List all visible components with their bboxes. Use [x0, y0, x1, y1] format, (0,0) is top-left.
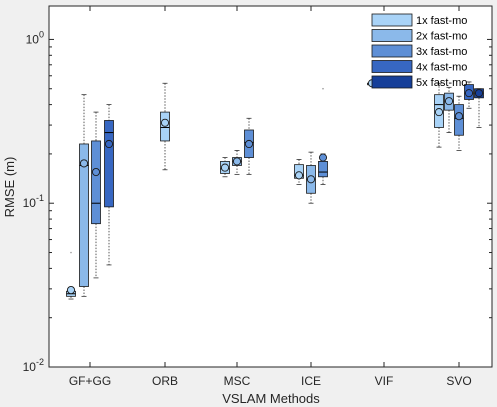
legend-swatch: [371, 60, 413, 73]
legend: 1x fast-mo 2x fast-mo 3x fast-mo 4x fast-mo…: [371, 13, 467, 89]
box: [79, 94, 89, 297]
mean-marker: [318, 153, 328, 162]
box: [232, 150, 242, 175]
y-tick-exponent: -1: [36, 193, 44, 203]
legend-swatch: [371, 75, 413, 89]
x-tick-label: SVO: [446, 374, 471, 388]
mean-marker: [294, 171, 304, 180]
legend-label: 4x fast-mo: [416, 62, 467, 74]
mean-marker: [444, 97, 454, 106]
x-tick-label: ICE: [301, 374, 321, 388]
box: [444, 86, 454, 133]
box: [244, 117, 254, 175]
legend-swatch: [371, 13, 413, 27]
mean-marker: [464, 89, 474, 98]
mean-marker: [306, 175, 316, 184]
box: [66, 251, 76, 300]
mean-marker: [91, 167, 101, 177]
mean-marker: [244, 139, 254, 149]
legend-swatch: [371, 44, 413, 58]
y-axis-title: RMSE (m): [2, 157, 17, 218]
legend-label: 2x fast-mo: [416, 31, 467, 43]
y-tick-exponent: 0: [39, 29, 44, 39]
y-tick-base: 10: [23, 360, 37, 374]
box: [294, 159, 304, 185]
outlier-point: [70, 251, 72, 254]
box: [160, 82, 170, 171]
plot-frame: [48, 5, 493, 368]
mean-marker: [160, 118, 170, 127]
y-tick-exponent: -2: [36, 357, 44, 367]
x-tick-label: VIF: [375, 374, 394, 388]
box: [306, 151, 316, 204]
box-iqr: [104, 120, 114, 208]
legend-label: 5x fast-mo: [416, 77, 467, 89]
legend-label: 1x fast-mo: [416, 15, 467, 27]
box: [434, 82, 444, 148]
box: [464, 81, 474, 109]
mean-marker: [454, 112, 464, 121]
box-layer: [66, 77, 484, 300]
mean-marker: [434, 108, 444, 117]
x-axis: GF+GG ORB MSC ICE VIF SVO: [69, 6, 472, 388]
box-iqr: [79, 143, 89, 287]
mean-marker: [232, 157, 242, 166]
y-tick-label: 10-1: [23, 193, 44, 210]
x-axis-title: VSLAM Methods: [222, 391, 320, 406]
legend-swatch: [371, 29, 413, 42]
y-tick-label: 10-2: [23, 357, 44, 374]
mean-marker: [220, 163, 230, 172]
outlier-point: [322, 87, 324, 90]
box: [91, 111, 101, 279]
box-iqr: [318, 161, 328, 178]
y-tick-label: 100: [26, 29, 44, 46]
x-tick-label: MSC: [224, 374, 251, 388]
y-tick-base: 10: [26, 32, 40, 46]
box-iqr: [91, 140, 101, 225]
box: [454, 95, 464, 151]
mean-marker: [474, 89, 484, 98]
mean-marker: [79, 159, 89, 168]
box: [318, 87, 328, 185]
plot-area: [49, 6, 492, 367]
x-tick-label: ORB: [152, 374, 178, 388]
y-tick-base: 10: [23, 196, 37, 210]
legend-label: 3x fast-mo: [416, 46, 467, 58]
x-tick-label: GF+GG: [69, 374, 111, 388]
box: [474, 88, 484, 128]
box: [220, 157, 230, 178]
box: [104, 104, 114, 266]
mean-marker: [66, 286, 76, 295]
mean-marker: [104, 139, 114, 149]
